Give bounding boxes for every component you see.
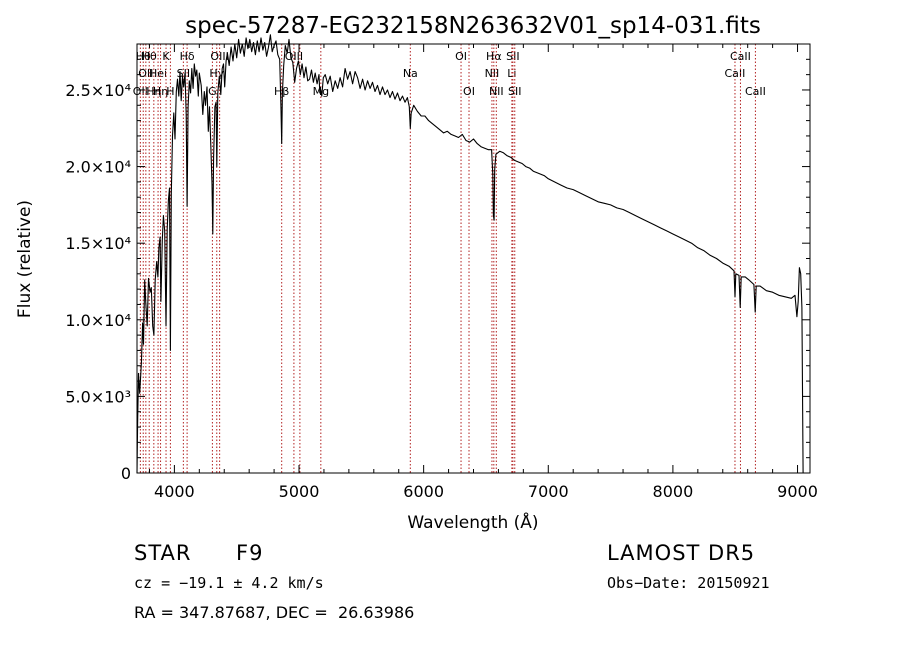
line-marker-label: Li xyxy=(507,67,516,80)
object-class: STAR xyxy=(134,541,192,565)
line-marker-label: H xyxy=(166,85,174,98)
line-marker-label: Na xyxy=(403,67,418,80)
line-marker-label: Hβ xyxy=(274,85,289,98)
line-marker-label: SII xyxy=(177,67,190,80)
y-tick-label: 0 xyxy=(121,464,131,483)
line-marker-label: Hη xyxy=(146,85,161,98)
y-tick-label: 1.0×10⁴ xyxy=(65,311,131,330)
x-tick-label: 6000 xyxy=(403,482,444,501)
line-marker-label: OI xyxy=(455,50,467,63)
chart-title: spec-57287-EG232158N263632V01_sp14-031.f… xyxy=(185,13,761,39)
line-marker-label: Hη xyxy=(153,85,168,98)
line-marker-label: Hθ xyxy=(142,50,157,63)
observation-date: Obs−Date: 20150921 xyxy=(607,574,770,592)
survey-name: LAMOST DR5 xyxy=(607,541,756,565)
line-marker-label: OI xyxy=(463,85,475,98)
line-marker-label: SII xyxy=(508,85,521,98)
line-marker-label: OIII xyxy=(285,50,303,63)
line-marker-label: NII xyxy=(485,67,500,80)
x-tick-label: 8000 xyxy=(653,482,694,501)
line-marker-label: CaII xyxy=(745,85,766,98)
x-tick-label: 5000 xyxy=(279,482,320,501)
line-marker-label: SII xyxy=(506,50,519,63)
x-tick-label: 4000 xyxy=(154,482,195,501)
line-marker-label: Hγ xyxy=(209,67,224,80)
spectrum-line xyxy=(136,34,804,474)
y-tick-label: 2.5×10⁴ xyxy=(65,81,131,100)
plot-frame xyxy=(136,43,811,474)
spectral-line-annotations: OIIHθOIIHθHηHeiHηKHSIIHδGHγOIIIHβOIIIMgN… xyxy=(133,44,766,473)
axis-ticks: 4000 5000 6000 7000 8000 9000 0 5.0×10³ 1.0×10⁴ 1… xyxy=(65,44,818,501)
line-marker-label: CaII xyxy=(725,67,746,80)
line-marker-label: Hei xyxy=(149,67,167,80)
coordinates: RA = 347.87687, DEC = 26.63986 xyxy=(134,603,415,622)
line-marker-label: OIII xyxy=(210,50,228,63)
y-axis-label: Flux (relative) xyxy=(15,200,35,318)
x-tick-label: 7000 xyxy=(528,482,569,501)
line-marker-label: K xyxy=(162,50,170,63)
x-axis-label: Wavelength (Å) xyxy=(407,511,538,533)
y-tick-label: 1.5×10⁴ xyxy=(65,234,131,253)
object-subclass: F9 xyxy=(236,541,264,565)
line-marker-label: Hδ xyxy=(180,50,195,63)
line-marker-label: Hα xyxy=(486,50,502,63)
x-tick-label: 9000 xyxy=(777,482,818,501)
y-tick-label: 2.0×10⁴ xyxy=(65,158,131,177)
y-tick-label: 5.0×10³ xyxy=(65,387,131,406)
line-marker-label: CaII xyxy=(730,50,751,63)
redshift-line: cz = −19.1 ± 4.2 km/s xyxy=(134,574,324,592)
line-marker-label: NII xyxy=(489,85,504,98)
spectrum-series xyxy=(136,34,804,474)
line-marker-label: G xyxy=(208,85,217,98)
